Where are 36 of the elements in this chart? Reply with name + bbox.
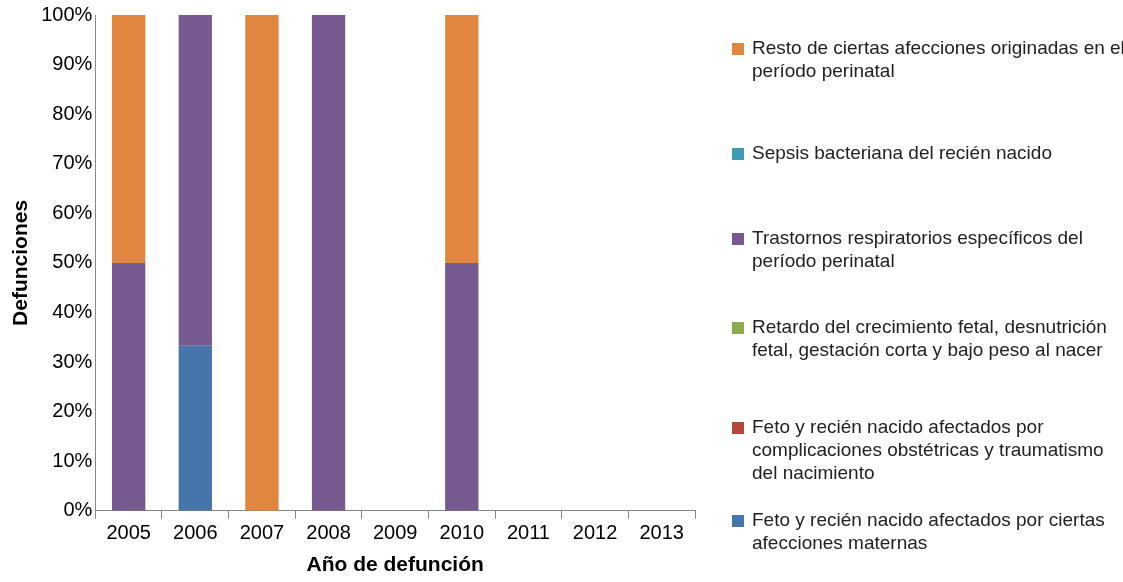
bar bbox=[112, 262, 146, 511]
bar bbox=[112, 15, 146, 263]
y-tick-label: 90% bbox=[52, 52, 93, 75]
legend-label: Feto y recién nacido afectados por complicaciones obstétricas y traumatismo del nacimiento bbox=[752, 416, 1104, 483]
y-tick-label: 40% bbox=[52, 300, 93, 322]
y-tick-label: 50% bbox=[52, 250, 93, 273]
y-tick-label: 30% bbox=[52, 349, 93, 372]
x-tick-label: 2005 bbox=[106, 521, 151, 544]
x-axis-title: Año de defunción bbox=[306, 552, 484, 576]
y-tick-label: 70% bbox=[52, 151, 93, 174]
legend-label: Sepsis bacteriana del recién nacido bbox=[752, 142, 1052, 163]
bar bbox=[445, 15, 479, 263]
y-tick-label: 0% bbox=[63, 498, 93, 521]
x-tick-label: 2010 bbox=[439, 521, 485, 544]
bar bbox=[178, 15, 212, 346]
bar bbox=[445, 262, 479, 511]
bar bbox=[245, 15, 279, 511]
x-tick-label: 2013 bbox=[639, 521, 684, 544]
y-tick-label: 20% bbox=[52, 399, 93, 422]
y-tick-label: 60% bbox=[52, 200, 93, 223]
y-tick-label: 80% bbox=[52, 101, 93, 124]
bar bbox=[311, 15, 346, 511]
x-tick-label: 2007 bbox=[239, 521, 285, 544]
legend-label: Trastornos respiratorios específicos del período perinatal bbox=[752, 227, 1083, 271]
x-tick-label: 2012 bbox=[572, 521, 618, 544]
x-tick-label: 2011 bbox=[506, 521, 550, 544]
legend-label: Feto y recién nacido afectados por ciertas afecciones maternas bbox=[752, 509, 1105, 553]
legend-label: Resto de ciertas afecciones originadas en el período perinatal bbox=[752, 37, 1123, 81]
x-tick-label: 2009 bbox=[372, 521, 418, 544]
legend-label: Retardo del crecimiento fetal, desnutrición fetal, gestación corta y bajo peso al nacer bbox=[752, 316, 1107, 360]
x-tick-label: 2006 bbox=[173, 521, 218, 544]
bar bbox=[178, 345, 212, 511]
x-tick-label: 2008 bbox=[306, 521, 351, 544]
y-tick-label: 10% bbox=[52, 448, 93, 471]
y-axis-title: Defunciones bbox=[8, 199, 32, 326]
y-tick-label: 100% bbox=[41, 2, 93, 25]
